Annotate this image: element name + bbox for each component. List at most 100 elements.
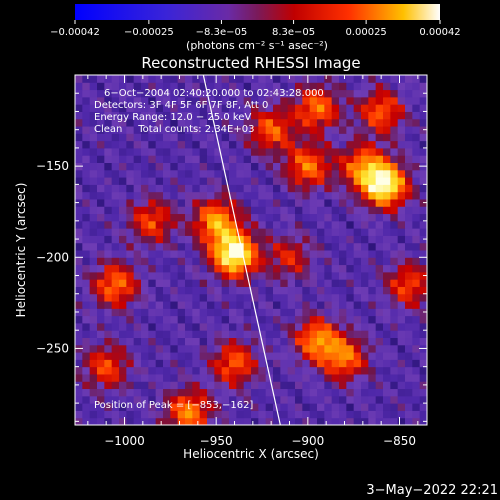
- heatmap-cell: [170, 271, 179, 280]
- heatmap-cell: [258, 82, 267, 91]
- heatmap-cell: [361, 373, 369, 382]
- heatmap-cell: [368, 250, 377, 258]
- heatmap-cell: [419, 206, 427, 215]
- heatmap-cell: [287, 359, 296, 368]
- heatmap-cell: [214, 177, 223, 185]
- heatmap-cell: [170, 155, 179, 163]
- heatmap-cell: [339, 264, 347, 273]
- heatmap-cell: [280, 177, 289, 185]
- heatmap-cell: [170, 366, 179, 375]
- heatmap-cell: [412, 279, 421, 287]
- heatmap-cell: [126, 184, 135, 193]
- heatmap-cell: [214, 89, 223, 98]
- heatmap-cell: [295, 198, 303, 207]
- heatmap-cell: [339, 337, 347, 346]
- heatmap-cell: [368, 293, 377, 302]
- heatmap-cell: [155, 417, 164, 425]
- heatmap-cell: [221, 373, 230, 382]
- heatmap-cell: [133, 352, 142, 360]
- heatmap-cell: [265, 417, 274, 425]
- heatmap-cell: [126, 395, 135, 404]
- heatmap-cell: [361, 410, 369, 419]
- heatmap-cell: [265, 191, 274, 200]
- heatmap-cell: [75, 184, 83, 193]
- heatmap-cell: [89, 82, 98, 91]
- heatmap-cell: [214, 184, 223, 193]
- heatmap-cell: [111, 177, 120, 185]
- heatmap-cell: [82, 308, 91, 317]
- heatmap-cell: [390, 381, 399, 390]
- heatmap-cell: [104, 169, 113, 178]
- heatmap-cell: [295, 220, 303, 229]
- heatmap-cell: [397, 250, 406, 258]
- heatmap-cell: [339, 133, 347, 142]
- heatmap-cell: [368, 147, 377, 156]
- heatmap-cell: [89, 140, 98, 149]
- heatmap-cell: [133, 140, 142, 149]
- heatmap-cell: [251, 235, 259, 244]
- heatmap-cell: [126, 410, 135, 419]
- heatmap-cell: [419, 133, 427, 142]
- heatmap-cell: [75, 242, 83, 251]
- heatmap-cell: [302, 213, 311, 222]
- heatmap-cell: [75, 104, 83, 112]
- heatmap-cell: [133, 271, 142, 280]
- heatmap-cell: [82, 198, 91, 207]
- heatmap-cell: [397, 235, 406, 244]
- heatmap-cell: [353, 155, 362, 163]
- heatmap-cell: [383, 147, 391, 156]
- heatmap-cell: [148, 315, 157, 324]
- heatmap-cell: [390, 104, 399, 112]
- heatmap-cell: [353, 344, 362, 353]
- heatmap-cell: [155, 271, 164, 280]
- heatmap-cell: [412, 359, 421, 368]
- heatmap-cell: [75, 75, 83, 83]
- heatmap-cell: [353, 381, 362, 390]
- heatmap-cell: [302, 147, 311, 156]
- heatmap-cell: [170, 395, 179, 404]
- heatmap-cell: [170, 89, 179, 98]
- heatmap-cell: [273, 82, 281, 91]
- heatmap-cell: [390, 403, 399, 411]
- heatmap-cell: [89, 381, 98, 390]
- heatmap-cell: [214, 104, 223, 112]
- heatmap-cell: [111, 104, 120, 112]
- heatmap-cell: [163, 177, 171, 185]
- heatmap-cell: [229, 140, 237, 149]
- heatmap-cell: [324, 235, 333, 244]
- heatmap-cell: [199, 140, 208, 149]
- heatmap-cell: [97, 286, 105, 295]
- heatmap-cell: [287, 133, 296, 142]
- heatmap-cell: [368, 279, 377, 287]
- heatmap-cell: [353, 147, 362, 156]
- heatmap-cell: [185, 213, 193, 222]
- heatmap-cell: [251, 330, 259, 338]
- heatmap-cell: [141, 184, 149, 193]
- heatmap-cell: [397, 198, 406, 207]
- heatmap-cell: [375, 111, 384, 120]
- heatmap-cell: [361, 169, 369, 178]
- heatmap-cell: [185, 395, 193, 404]
- heatmap-cell: [192, 410, 201, 419]
- heatmap-cell: [390, 126, 399, 134]
- heatmap-cell: [375, 301, 384, 309]
- heatmap-cell: [177, 337, 186, 346]
- heatmap-cell: [75, 250, 83, 258]
- heatmap-cell: [258, 352, 267, 360]
- heatmap-cell: [207, 264, 215, 273]
- heatmap-cell: [141, 395, 149, 404]
- heatmap-cell: [302, 89, 311, 98]
- heatmap-cell: [229, 111, 237, 120]
- heatmap-cell: [199, 330, 208, 338]
- heatmap-cell: [229, 337, 237, 346]
- heatmap-cell: [368, 96, 377, 105]
- heatmap-cell: [163, 330, 171, 338]
- heatmap-cell: [185, 359, 193, 368]
- heatmap-cell: [185, 344, 193, 353]
- heatmap-cell: [412, 352, 421, 360]
- heatmap-cell: [412, 403, 421, 411]
- heatmap-cell: [309, 308, 318, 317]
- heatmap-cell: [177, 322, 186, 331]
- heatmap-cell: [148, 344, 157, 353]
- heatmap-cell: [287, 155, 296, 163]
